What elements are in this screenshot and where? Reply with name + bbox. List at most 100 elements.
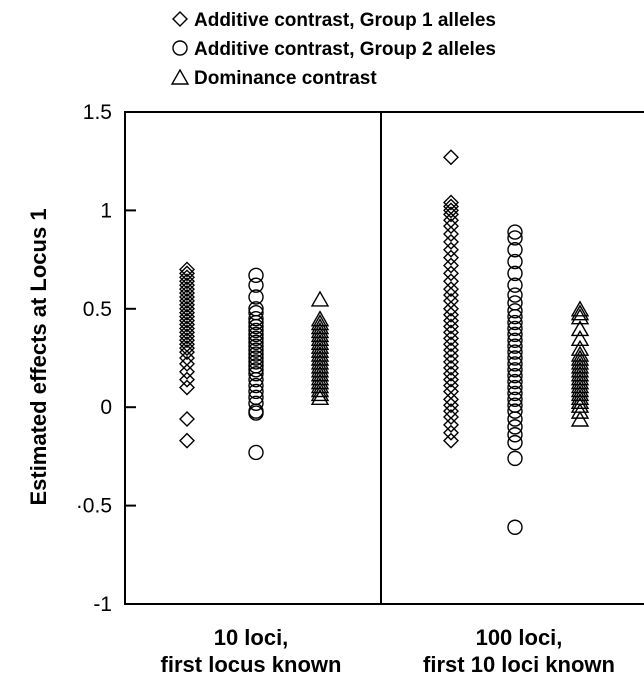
y-tick-label: 1.5: [83, 101, 112, 124]
triangle-point: [570, 304, 590, 321]
triangle-point: [570, 349, 590, 366]
triangle-point: [570, 402, 590, 419]
diamond-point: [443, 409, 459, 426]
circle-point: [507, 320, 523, 337]
triangle-point: [310, 325, 330, 343]
diamond-point: [443, 416, 459, 433]
circle-point: [248, 318, 264, 335]
legend-label-group1: Additive contrast, Group 1 alleles: [194, 10, 496, 31]
circle-point: [248, 395, 264, 411]
diamond-point: [179, 273, 195, 290]
legend: Additive contrast, Group 1 alleles Addit…: [170, 10, 496, 89]
diamond-point: [179, 292, 195, 309]
triangle-point: [570, 365, 590, 382]
diamond-point: [443, 353, 459, 370]
diamond-point: [179, 308, 195, 325]
legend-label-dominance: Dominance contrast: [194, 68, 377, 89]
diamond-point: [443, 348, 459, 365]
legend-item-group1: Additive contrast, Group 1 alleles: [172, 10, 496, 31]
diamond-point: [443, 371, 459, 388]
triangle-point: [570, 345, 590, 362]
diamond-point: [443, 194, 459, 211]
triangle-point: [570, 300, 590, 317]
circle-point: [507, 332, 523, 348]
circle-point: [507, 265, 523, 282]
circle-point: [248, 326, 264, 343]
circle-point: [507, 356, 523, 372]
triangle-point: [310, 361, 330, 378]
triangle-point: [310, 333, 330, 350]
circle-point: [507, 230, 523, 246]
triangle-point: [310, 310, 330, 327]
diamond-point: [179, 261, 195, 278]
legend-circle-marker: [172, 40, 188, 56]
circle-point: [507, 362, 523, 378]
circle-point: [248, 338, 264, 354]
data-points: [179, 149, 590, 535]
diamond-point: [443, 391, 459, 408]
circle-point: [248, 444, 264, 461]
y-tick-label: -1: [93, 593, 112, 616]
diamond-point: [443, 312, 459, 329]
circle-point: [507, 253, 523, 270]
diamond-point: [443, 432, 459, 449]
diamond-point: [443, 287, 459, 304]
circle-point: [248, 371, 264, 388]
circle-point: [507, 385, 523, 402]
circle-point: [507, 373, 523, 390]
triangle-point: [310, 373, 330, 390]
circle-point: [507, 427, 523, 443]
diamond-point: [443, 342, 459, 359]
circle-point: [248, 289, 264, 305]
y-tick-label: 0: [100, 396, 112, 419]
diamond-point: [179, 340, 195, 357]
circle-point: [507, 326, 523, 343]
y-axis-ticks: 1.5 1 0.5 0 ·0.5 -1: [76, 101, 136, 616]
triangle-point: [310, 357, 330, 374]
diamond-point: [179, 432, 195, 449]
diamond-point: [179, 350, 195, 366]
triangle-point: [570, 381, 590, 398]
triangle-point: [310, 341, 330, 358]
panel-1-label-line2: first locus known: [161, 652, 342, 677]
circle-point: [248, 277, 264, 293]
diamond-point: [179, 411, 195, 427]
triangle-point: [310, 349, 330, 366]
circle-point: [507, 350, 523, 366]
diamond-point: [179, 316, 195, 333]
diamond-point: [443, 300, 459, 317]
diamond-point: [443, 318, 459, 335]
diamond-point: [179, 277, 195, 294]
triangle-point: [570, 410, 590, 427]
diamond-point: [443, 336, 459, 353]
diamond-point: [443, 306, 459, 323]
diamond-point: [443, 330, 459, 347]
triangle-point: [570, 320, 590, 337]
triangle-point: [310, 290, 330, 307]
circle-point: [248, 354, 264, 370]
y-tick-label: ·0.5: [76, 495, 112, 518]
circle-point: [507, 242, 523, 258]
circle-point: [248, 314, 264, 331]
diamond-point: [179, 269, 195, 286]
circle-point: [248, 334, 264, 350]
circle-point: [507, 295, 523, 311]
legend-diamond-marker: [172, 11, 188, 27]
triangle-point: [570, 377, 590, 394]
y-axis-title: Estimated effects at Locus 1: [26, 208, 51, 505]
diamond-point: [443, 226, 459, 243]
diamond-point: [179, 355, 195, 372]
circle-point: [507, 450, 523, 467]
diamond-point: [179, 320, 195, 337]
diamond-point: [443, 365, 459, 382]
circle-point: [507, 411, 523, 427]
triangle-point: [570, 392, 590, 409]
circle-point: [507, 379, 523, 396]
circle-point: [248, 362, 264, 378]
diamond-point: [443, 241, 459, 258]
circle-point: [507, 519, 523, 535]
legend-item-dominance: Dominance contrast: [170, 68, 377, 89]
diamond-point: [179, 324, 195, 341]
diamond-point: [179, 281, 195, 298]
diamond-point: [179, 296, 195, 313]
